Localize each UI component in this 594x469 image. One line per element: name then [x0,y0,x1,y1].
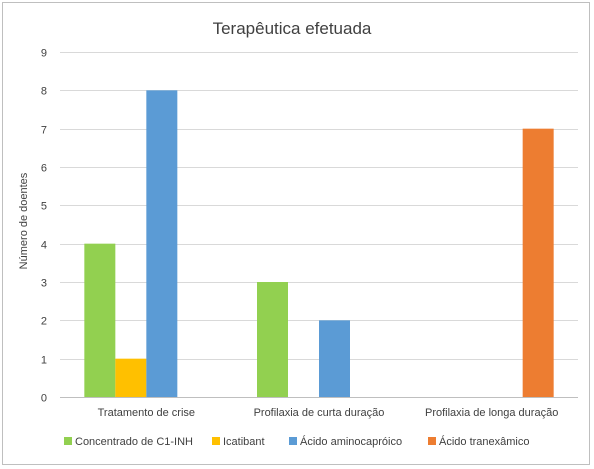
legend: Concentrado de C1-INH Icatibant Ácido amin… [64,435,530,448]
y-tick-label: 0 [41,393,47,405]
legend-label: Ácido tranexâmico [439,435,530,448]
category-labels: Tratamento de crise Profilaxia de curta d… [98,407,559,419]
y-tick-label: 4 [41,240,47,252]
legend-swatch [289,437,297,445]
y-axis-label: Número de doentes [18,172,30,269]
bar [84,243,116,397]
y-tick-label: 9 [41,48,47,60]
legend-label: Icatibant [223,436,265,448]
y-tick-label: 5 [41,201,47,213]
legend-swatch [212,437,220,445]
bar [257,282,288,397]
bar [319,320,350,397]
legend-swatch [428,437,436,445]
category-label: Profilaxia de longa duração [425,407,558,419]
y-tick-labels: 0 1 2 3 4 5 6 7 8 9 [41,48,47,405]
legend-swatch [64,437,72,445]
category-label: Profilaxia de curta duração [254,407,385,419]
y-tick-label: 3 [41,278,47,290]
y-tick-label: 8 [41,86,47,98]
category-label: Tratamento de crise [98,407,195,419]
y-tick-label: 6 [41,163,47,175]
bar [522,128,554,397]
legend-label: Concentrado de C1-INH [75,436,193,448]
y-tick-label: 7 [41,125,47,137]
bars [84,90,554,397]
bar [115,358,147,397]
legend-label: Ácido aminocapróico [300,435,402,448]
bar [146,90,178,397]
y-tick-label: 2 [41,316,47,328]
chart-title: Terapêutica efetuada [213,19,372,38]
y-tick-label: 1 [41,355,47,367]
